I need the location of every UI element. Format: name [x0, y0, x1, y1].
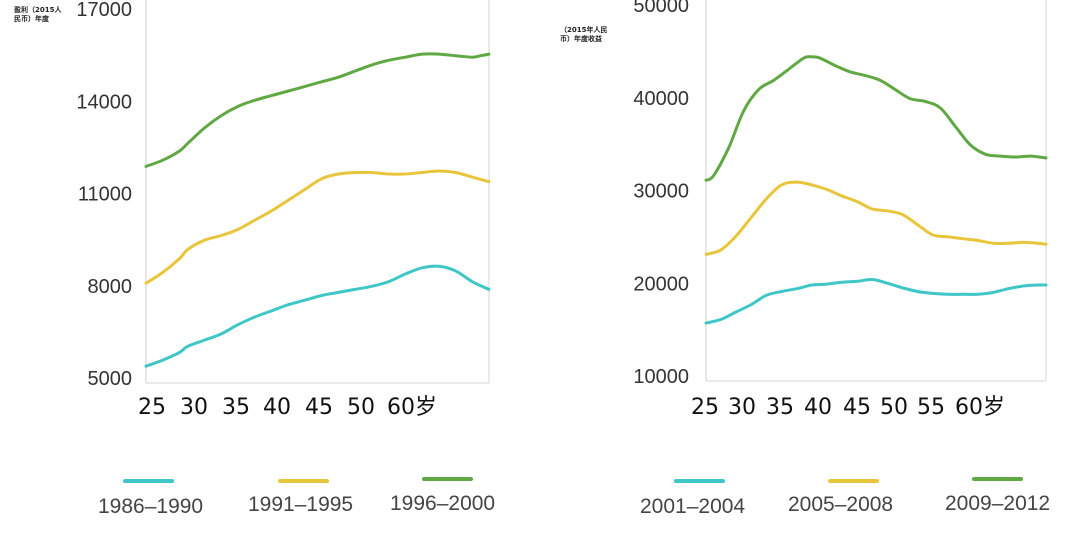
y-tick-label: 14000 [76, 91, 132, 113]
x-tick-label: 45 [305, 395, 333, 420]
y-tick-label: 20000 [633, 273, 689, 295]
x-tick-label: 40 [263, 395, 291, 420]
y-tick-label: 11000 [78, 184, 132, 206]
x-tick-label: 50 [880, 395, 908, 420]
series-line-1 [144, 264, 491, 368]
legend-label: 1996–2000 [390, 492, 495, 515]
right-y-axis-note: （2015年人民币）年度收益 [560, 26, 608, 43]
x-tick-label: 60岁 [955, 395, 1005, 420]
y-tick-label: 50000 [633, 0, 689, 17]
x-tick-label: 30 [180, 395, 208, 420]
series-line-1 [704, 277, 1048, 325]
left-y-axis-note: 盈利（2015人民币）年度 [14, 6, 62, 23]
x-tick-label: 60岁 [387, 395, 437, 420]
legend-label: 1991–1995 [248, 493, 353, 516]
x-tick-label: 35 [766, 395, 794, 420]
legend-label: 1986–1990 [98, 495, 203, 518]
x-tick-label: 45 [843, 395, 871, 420]
x-tick-label: 30 [728, 395, 756, 420]
x-tick-label: 25 [138, 395, 166, 420]
y-tick-label: 30000 [633, 181, 689, 203]
x-tick-label: 40 [804, 395, 832, 420]
x-tick-label: 50 [347, 395, 375, 420]
y-tick-label: 10000 [633, 366, 689, 388]
series-line-2 [704, 180, 1048, 256]
x-tick-label: 55 [917, 395, 945, 420]
legend-label: 2001–2004 [640, 495, 745, 518]
series-line-3 [704, 55, 1048, 182]
series-line-2 [144, 169, 491, 285]
series-line-3 [144, 52, 491, 168]
legend-label: 2005–2008 [788, 493, 893, 516]
legend-label: 2009–2012 [945, 492, 1050, 515]
y-tick-label: 8000 [88, 276, 133, 298]
y-tick-label: 40000 [633, 88, 689, 110]
y-tick-label: 17000 [76, 0, 132, 21]
x-tick-label: 25 [691, 395, 719, 420]
x-tick-label: 35 [222, 395, 250, 420]
y-tick-label: 5000 [88, 368, 133, 390]
